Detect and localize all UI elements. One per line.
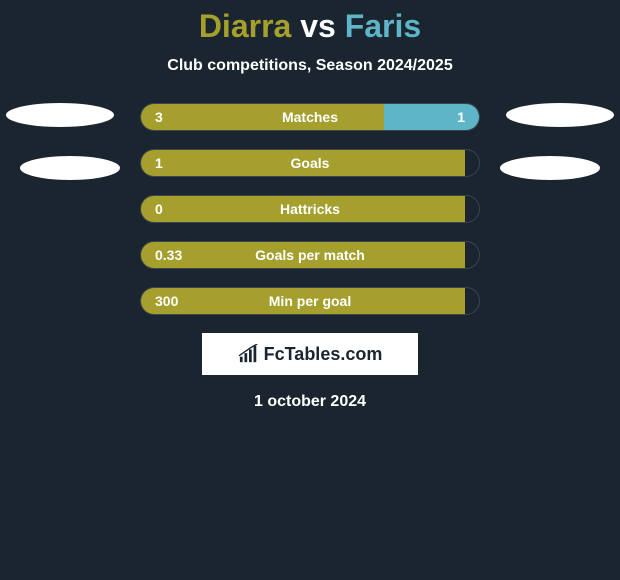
player2-name: Faris [345, 8, 421, 44]
stat-right-value [465, 196, 479, 222]
stat-label: Min per goal [269, 293, 351, 309]
date-text: 1 october 2024 [0, 393, 620, 411]
stat-label: Matches [282, 109, 338, 125]
stat-row: 0Hattricks [0, 195, 620, 223]
page-title: Diarra vs Faris [0, 8, 620, 45]
stat-row: 1Goals [0, 149, 620, 177]
logo-text: FcTables.com [264, 344, 383, 365]
logo-box[interactable]: FcTables.com [202, 333, 418, 375]
stat-bar: 0.33Goals per match [140, 241, 480, 269]
stat-bar: 1Goals [140, 149, 480, 177]
stat-right-value [465, 150, 479, 176]
stat-row: 300Min per goal [0, 287, 620, 315]
stat-left-value: 3 [141, 104, 384, 130]
stat-label: Goals per match [255, 247, 365, 263]
stat-right-value: 1 [384, 104, 479, 130]
vs-text: vs [300, 8, 336, 44]
stat-label: Goals [291, 155, 330, 171]
stat-right-value [465, 288, 479, 314]
stats-area: 31 Matches 1Goals 0Hattricks 0.33Goals per m… [0, 103, 620, 315]
comparison-widget: Diarra vs Faris Club competitions, Seaso… [0, 0, 620, 411]
logo-content: FcTables.com [238, 344, 383, 365]
stat-bar: 31 Matches [140, 103, 480, 131]
player1-name: Diarra [199, 8, 292, 44]
stat-label: Hattricks [280, 201, 340, 217]
stat-bar: 0Hattricks [140, 195, 480, 223]
stat-bar: 300Min per goal [140, 287, 480, 315]
stat-row: 31 Matches [0, 103, 620, 131]
chart-icon [238, 344, 260, 364]
stat-row: 0.33Goals per match [0, 241, 620, 269]
subtitle: Club competitions, Season 2024/2025 [0, 57, 620, 75]
stat-right-value [465, 242, 479, 268]
